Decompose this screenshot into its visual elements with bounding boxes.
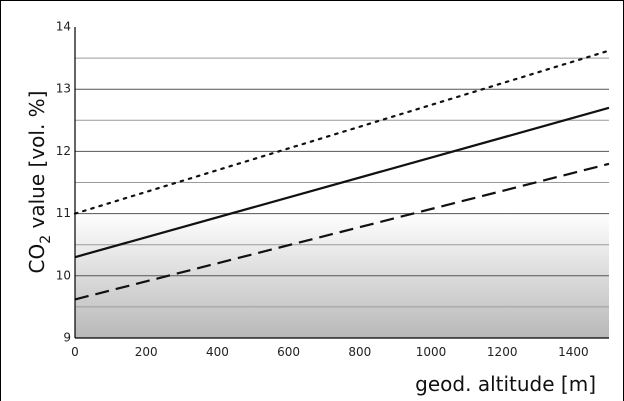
x-tick-label: 400 bbox=[206, 345, 229, 359]
y-axis-title-suffix: value [vol. %] bbox=[25, 91, 49, 235]
y-tick-label: 9 bbox=[63, 331, 71, 345]
y-tick-label: 14 bbox=[56, 20, 71, 34]
x-tick-label: 1000 bbox=[416, 345, 447, 359]
y-tick-labels: 9 10 11 12 13 14 bbox=[56, 20, 71, 345]
series-line-dotted bbox=[73, 49, 611, 215]
series-line-solid bbox=[74, 106, 610, 259]
x-axis-title: geod. altitude [m] bbox=[415, 372, 596, 396]
x-tick-label: 1400 bbox=[558, 345, 589, 359]
y-axis-title-subscript: 2 bbox=[38, 235, 54, 244]
y-tick-label: 11 bbox=[56, 206, 71, 220]
x-tick-label: 600 bbox=[277, 345, 300, 359]
series-group bbox=[73, 49, 611, 301]
y-tick-label: 12 bbox=[56, 144, 71, 158]
x-tick-labels: 0 200 400 600 800 1000 1200 1400 bbox=[71, 345, 588, 359]
axes bbox=[74, 27, 609, 339]
y-axis-title-prefix: CO bbox=[25, 244, 49, 274]
x-tick-label: 1200 bbox=[487, 345, 518, 359]
x-tick-label: 0 bbox=[71, 345, 79, 359]
y-tick-label: 13 bbox=[56, 82, 71, 96]
y-axis-title: CO2 value [vol. %] bbox=[25, 91, 54, 274]
x-tick-label: 800 bbox=[348, 345, 371, 359]
x-tick-label: 200 bbox=[135, 345, 158, 359]
series-line-dashed bbox=[74, 162, 610, 301]
y-tick-label: 10 bbox=[56, 268, 71, 282]
